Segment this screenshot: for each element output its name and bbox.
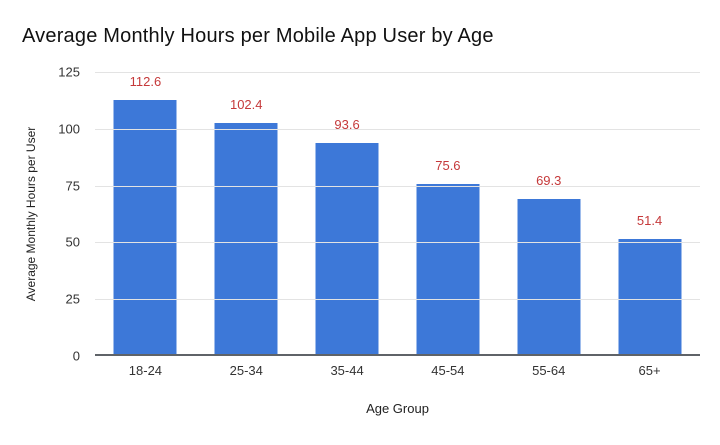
x-tick-label: 55-64: [532, 363, 566, 378]
x-axis-line: [95, 354, 700, 356]
y-tick-label: 125: [58, 64, 80, 80]
y-tick-label: 50: [65, 234, 80, 250]
bar-value-label: 75.6: [435, 158, 461, 173]
gridline: [95, 72, 700, 73]
x-tick-label: 45-54: [431, 363, 465, 378]
bar-slot: 75.6: [397, 72, 498, 356]
bar-slot: 102.4: [196, 72, 297, 356]
bar-slot: 51.4: [599, 72, 700, 356]
gridline: [95, 186, 700, 187]
y-tick-label: 100: [58, 121, 80, 137]
bar-65+: [618, 239, 682, 356]
x-tick-label: 25-34: [229, 363, 263, 378]
x-axis-title: Age Group: [366, 401, 429, 416]
bar-35-44: [315, 143, 379, 356]
bar-55-64: [517, 199, 581, 356]
chart-title: Average Monthly Hours per Mobile App Use…: [22, 25, 494, 47]
bar-18-24: [113, 100, 177, 356]
bar-25-34: [214, 123, 278, 356]
y-tick-label: 0: [72, 348, 80, 364]
y-tick-label: 25: [65, 291, 80, 307]
bar-value-label: 93.6: [334, 117, 360, 132]
gridline: [95, 242, 700, 243]
bar-slots: 112.6 102.4 93.6 75.6 69.3 51.4: [95, 72, 700, 356]
bar-slot: 93.6: [297, 72, 398, 356]
x-axis-ticks: 18-24 25-34 35-44 45-54 55-64 65+: [95, 363, 700, 378]
bar-value-label: 112.6: [129, 74, 162, 89]
y-axis-ticks: 0 25 50 75 100 125: [0, 65, 80, 364]
plot-area: 112.6 102.4 93.6 75.6 69.3 51.4: [95, 72, 700, 356]
gridline: [95, 129, 700, 130]
bar-value-label: 69.3: [536, 173, 562, 188]
bar-45-54: [416, 184, 480, 356]
bar-value-label: 102.4: [229, 97, 263, 112]
bar-value-label: 51.4: [636, 213, 663, 228]
bar-slot: 69.3: [498, 72, 599, 356]
bar-slot: 112.6: [95, 72, 196, 356]
x-tick-label: 35-44: [330, 363, 364, 378]
gridline: [95, 299, 700, 300]
y-tick-label: 75: [65, 178, 80, 194]
x-tick-label: 18-24: [128, 363, 163, 378]
x-tick-label: 65+: [638, 363, 661, 378]
